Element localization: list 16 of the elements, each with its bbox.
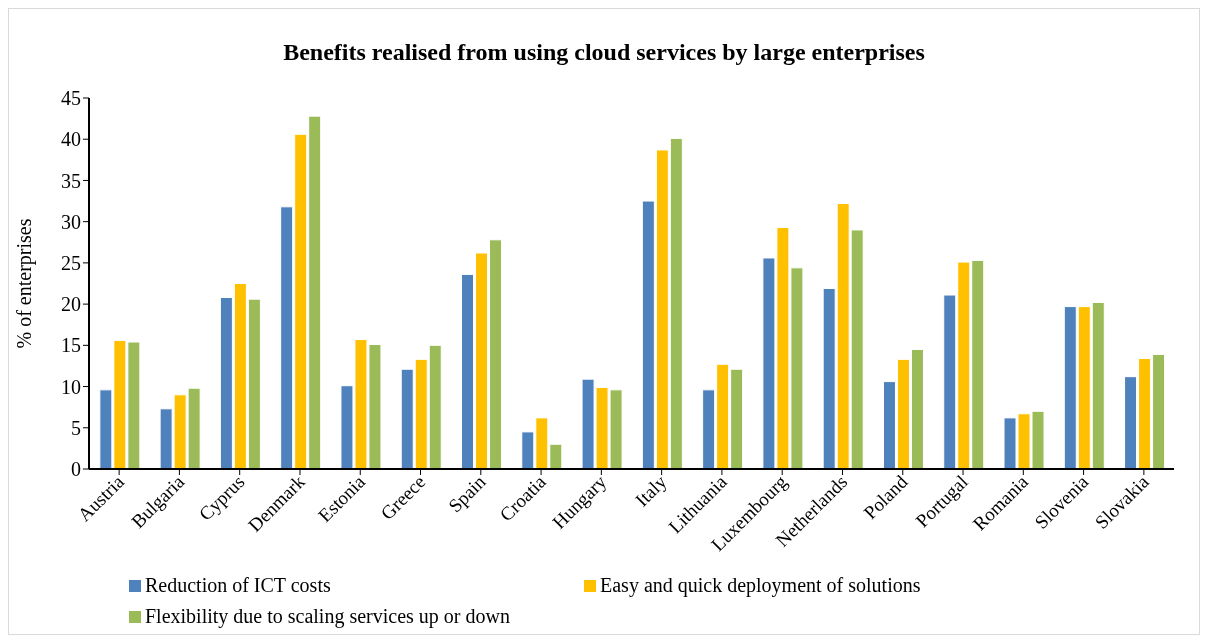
y-axis-title: % of enterprises: [13, 218, 37, 349]
y-tick-label: 15: [61, 334, 81, 357]
legend-label: Flexibility due to scaling services up or down: [145, 605, 510, 628]
y-tick-label: 10: [61, 375, 81, 398]
y-tick-label: 5: [71, 416, 81, 439]
x-tick-label: Italy: [630, 470, 671, 511]
legend-label: Easy and quick deployment of solutions: [600, 574, 921, 597]
y-tick-label: 0: [71, 458, 81, 481]
legend-label: Reduction of ICT costs: [145, 574, 331, 597]
y-tick-label: 20: [61, 293, 81, 316]
y-tick-label: 45: [61, 87, 81, 110]
y-tick-label: 25: [61, 251, 81, 274]
y-tick-label: 35: [61, 169, 81, 192]
chart-title: Benefits realised from using cloud services by large enterprises: [282, 39, 926, 67]
y-tick-label: 30: [61, 210, 81, 233]
y-tick-label: 40: [61, 128, 81, 151]
